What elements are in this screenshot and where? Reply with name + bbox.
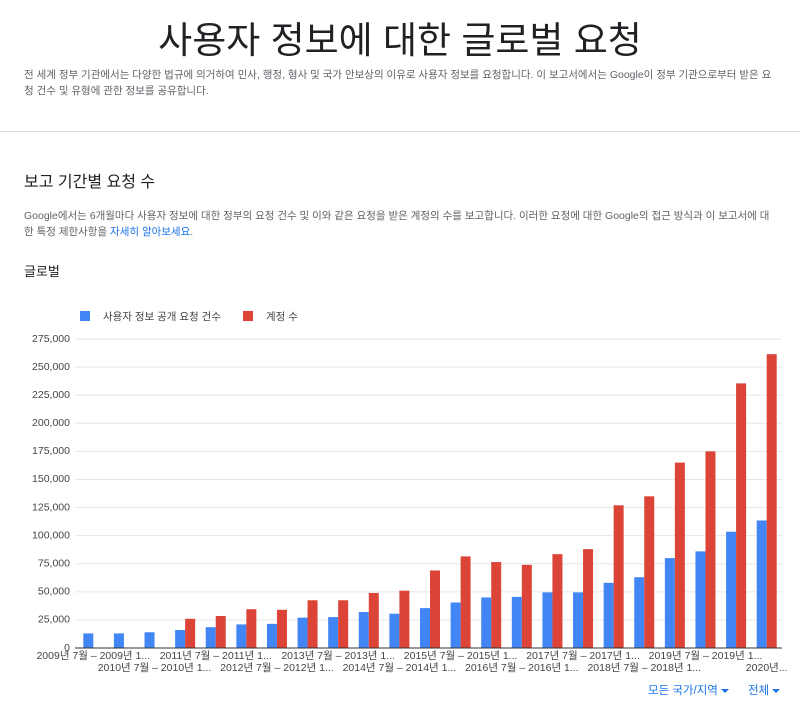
dropdown-arrow: [721, 689, 730, 693]
bar: [144, 632, 155, 648]
bar: [634, 577, 645, 648]
bar: [521, 564, 532, 648]
bar: [695, 551, 706, 648]
bar: [430, 570, 440, 648]
chart: 0 25,000 50,000 75,000 100,000 125,000 150,000…: [32, 311, 788, 674]
period-filter[interactable]: 전체: [748, 682, 781, 698]
bar: [399, 590, 410, 648]
bar: [491, 562, 502, 648]
bar: [389, 613, 400, 648]
y-tick-label: 0: [64, 642, 70, 654]
x-tick-label: 2013년 7월 – 2013년 1...: [281, 650, 395, 662]
bar: [185, 618, 196, 648]
bar: [756, 520, 767, 648]
x-tick-label: 2010년 7월 – 2010년 1...: [98, 662, 212, 674]
legend-swatch: [243, 311, 253, 321]
bar: [83, 633, 94, 648]
divider: [0, 131, 800, 132]
bar: [603, 582, 614, 648]
x-tick-label: 2009년 7월 – 2009년 1...: [36, 650, 150, 662]
y-tick-label: 50,000: [38, 586, 70, 598]
bar: [481, 597, 492, 648]
y-tick-label: 225,000: [32, 389, 70, 401]
bar: [542, 592, 553, 648]
description: 전 세계 정부 기관에서는 다양한 법규에 의거하여 민사, 행정, 형사 및 …: [24, 69, 772, 97]
bar: [276, 609, 287, 648]
learn-more-link[interactable]: 자세히 알아보세요: [110, 226, 191, 238]
bar: [583, 549, 594, 648]
x-tick-label: 2018년 7월 – 2018년 1...: [587, 662, 701, 674]
bar: [644, 496, 655, 648]
x-tick-label: 2017년 7월 – 2017년 1...: [526, 650, 640, 662]
dropdown-arrow: [772, 689, 781, 693]
period-filter-label: 전체: [748, 685, 770, 697]
legend-label: 계정 수: [266, 311, 298, 323]
y-tick-label: 275,000: [32, 333, 70, 345]
bar: [307, 600, 318, 648]
x-tick-label: 2020년...: [746, 662, 788, 674]
y-tick-label: 25,000: [38, 614, 70, 626]
bar: [215, 615, 226, 648]
bar: [450, 602, 461, 648]
subtitle: 글로벌: [24, 264, 60, 279]
bar: [236, 624, 247, 648]
bar: [705, 451, 716, 648]
bar: [573, 592, 584, 648]
bar: [511, 596, 522, 648]
x-tick-label: 2012년 7월 – 2012년 1...: [220, 662, 334, 674]
intro: Google에서는 6개월마다 사용자 정보에 대한 정부의 요청 건수 및 이…: [24, 208, 779, 240]
legend-label: 사용자 정보 공개 요청 건수: [103, 311, 221, 323]
bar: [297, 617, 308, 648]
y-tick-label: 100,000: [32, 529, 70, 541]
bar: [552, 554, 563, 648]
intro-end: .: [190, 226, 194, 238]
bar: [358, 612, 369, 648]
bar: [726, 531, 737, 648]
x-tick-label: 2014년 7월 – 2014년 1...: [343, 662, 457, 674]
bar: [613, 505, 624, 648]
section-title: 보고 기간별 요청 수: [24, 174, 156, 191]
y-tick-label: 125,000: [32, 501, 70, 513]
bar: [175, 630, 186, 648]
bar: [246, 609, 257, 648]
legend-swatch: [80, 311, 90, 321]
x-tick-label: 2016년 7월 – 2016년 1...: [465, 662, 579, 674]
region-filter-label: 모든 국가/지역: [648, 685, 718, 697]
region-filter[interactable]: 모든 국가/지역: [648, 682, 730, 698]
intro-text: Google에서는 6개월마다 사용자 정보에 대한 정부의 요청 건수 및 이…: [24, 210, 770, 238]
x-tick-label: 2011년 7월 – 2011년 1...: [160, 650, 272, 662]
bar: [420, 608, 430, 648]
page-title: 사용자 정보에 대한 글로벌 요청: [158, 20, 642, 61]
bar: [664, 558, 675, 648]
x-tick-label: 2015년 7월 – 2015년 1...: [404, 650, 518, 662]
bar: [338, 600, 349, 648]
bar: [674, 462, 685, 648]
y-tick-label: 75,000: [38, 558, 70, 570]
bar: [736, 383, 747, 648]
x-tick-label: 2019년 7월 – 2019년 1...: [649, 650, 763, 662]
y-tick-label: 200,000: [32, 417, 70, 429]
bar: [460, 556, 471, 648]
bar: [266, 623, 277, 648]
bar: [328, 617, 339, 648]
bar: [766, 354, 777, 648]
bar: [113, 633, 124, 648]
bar: [205, 627, 216, 648]
bar: [368, 592, 379, 648]
y-tick-label: 250,000: [32, 361, 70, 373]
y-tick-label: 175,000: [32, 445, 70, 457]
y-tick-label: 150,000: [32, 473, 70, 485]
